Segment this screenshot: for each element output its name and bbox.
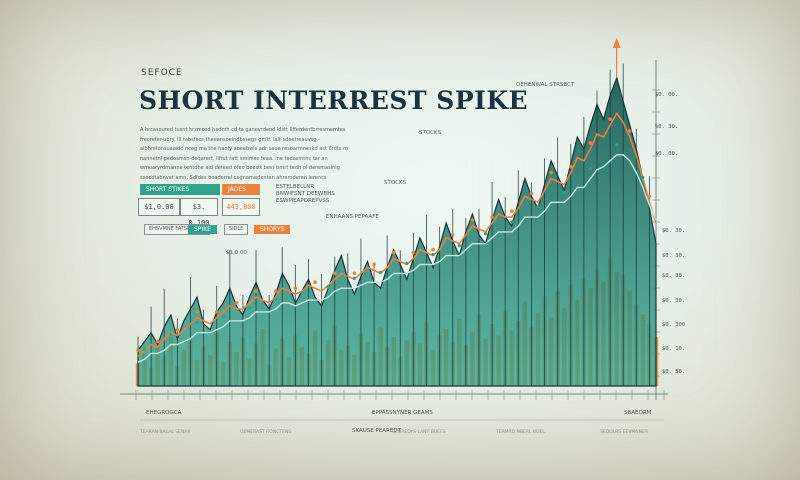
teal-marker — [615, 143, 619, 147]
teal-marker — [221, 315, 225, 319]
teal-marker — [510, 220, 514, 224]
tag-spike-small: SPIKE — [188, 225, 217, 234]
orange-line — [137, 111, 657, 357]
range-label: $1,0.00 — [226, 250, 247, 256]
teal-marker — [641, 175, 645, 180]
orange-marker — [509, 209, 514, 213]
right-tick-label: $0. 30. — [662, 298, 686, 304]
orange-marker — [411, 250, 416, 255]
orange-marker — [195, 310, 199, 314]
side-note: ESTELBELLNR BNWIFSNT DEEWBHS ESWMEAPDREP… — [276, 184, 335, 204]
kicker-label: SEFOCE — [141, 68, 183, 78]
annotation-bottom-mid: EPPASSNYNER GEAMS — [372, 410, 433, 416]
orange-marker — [608, 117, 612, 121]
orange-marker — [175, 327, 180, 332]
annotation-bottom-right: SBAEORM — [624, 410, 652, 416]
right-tick-label: %0. 30. — [655, 124, 679, 130]
teal-marker — [431, 252, 435, 257]
teal-marker — [405, 261, 409, 265]
orange-marker — [313, 280, 317, 285]
orange-marker — [136, 348, 140, 353]
teal-marker — [379, 270, 383, 274]
page-title: SHORT INTERREST SPIKE — [139, 86, 529, 115]
right-tick-label: $0. 50. — [662, 369, 686, 375]
orange-marker — [568, 164, 573, 169]
footer-note: SEOREDYS LANT BUEFS — [392, 430, 446, 435]
tag-orange: JADES — [222, 184, 260, 195]
teal-marker — [483, 232, 488, 236]
orange-marker — [647, 194, 652, 199]
orange-marker — [293, 286, 298, 290]
orange-marker — [234, 301, 239, 305]
teal-marker — [457, 244, 461, 248]
teal-marker — [326, 285, 330, 289]
right-tick-label: $0. 30. — [662, 273, 686, 279]
value-mid: $3. 0.100 — [180, 198, 218, 227]
teal-marker — [300, 291, 304, 295]
footer-note: OEMERAST RONCTENS — [240, 430, 292, 435]
teal-marker — [352, 276, 356, 280]
annotation-bottom-box: SKAUSE PEAREDT — [352, 428, 401, 434]
orange-marker — [155, 339, 160, 344]
annotation-bottom-left: EHEGROGCA — [146, 410, 182, 416]
teal-marker — [169, 332, 173, 337]
tag-short-stikes: SHORT STIKES — [140, 184, 220, 195]
right-tick-label: $0. 00. — [655, 92, 679, 98]
orange-marker — [529, 191, 534, 196]
orange-marker — [470, 218, 475, 222]
orange-marker — [273, 289, 278, 293]
right-tick-label: $0. 30. — [662, 253, 686, 259]
orange-marker — [588, 141, 593, 145]
teal-marker — [195, 321, 199, 325]
orange-marker — [254, 289, 258, 293]
peak-arrow — [612, 38, 621, 48]
short-interest-area — [137, 75, 657, 387]
orange-marker — [490, 215, 494, 219]
mini-box-2: SIDLE — [224, 224, 249, 235]
annotation-stocks-mid: STOCKS — [384, 180, 407, 186]
orange-marker — [372, 262, 376, 267]
footer-note: SEDOLRS EEVMNNER — [600, 430, 648, 435]
overlay-label: ENHAANS PEPAAFE — [326, 214, 379, 220]
right-tick-label: $0. 00. — [655, 151, 679, 157]
orange-marker — [352, 271, 357, 276]
value-orange: 443,800 — [222, 198, 260, 216]
right-tick-label: $0. 10. — [662, 346, 686, 352]
right-tick-label: $0. 300 — [662, 322, 686, 328]
footer-note: TEAMRD NBERL BOEL — [496, 430, 545, 435]
annotation-stocks-top: STOCKS — [419, 130, 442, 136]
teal-marker — [274, 297, 278, 301]
orange-marker — [391, 250, 396, 255]
orange-marker — [214, 310, 219, 314]
teal-marker — [536, 205, 540, 209]
value-left: $1,0.00 — [138, 198, 180, 216]
orange-marker — [332, 271, 337, 276]
teal-marker — [588, 166, 593, 171]
teal-marker — [562, 190, 566, 194]
teal-marker — [247, 306, 252, 310]
teal-marker — [142, 347, 147, 351]
right-tick-label: $0. 30. — [662, 228, 686, 234]
orange-marker — [450, 232, 455, 237]
annotation-peak: OEHENWAL STRSBCT — [516, 82, 575, 88]
footer-note: TEARAN BALAL SENAR — [140, 430, 191, 435]
orange-marker — [549, 170, 553, 175]
teal-line — [137, 154, 657, 363]
orange-marker — [431, 247, 435, 252]
orange-marker — [627, 129, 632, 133]
tag-shorys-small: SHORYS — [254, 225, 291, 234]
